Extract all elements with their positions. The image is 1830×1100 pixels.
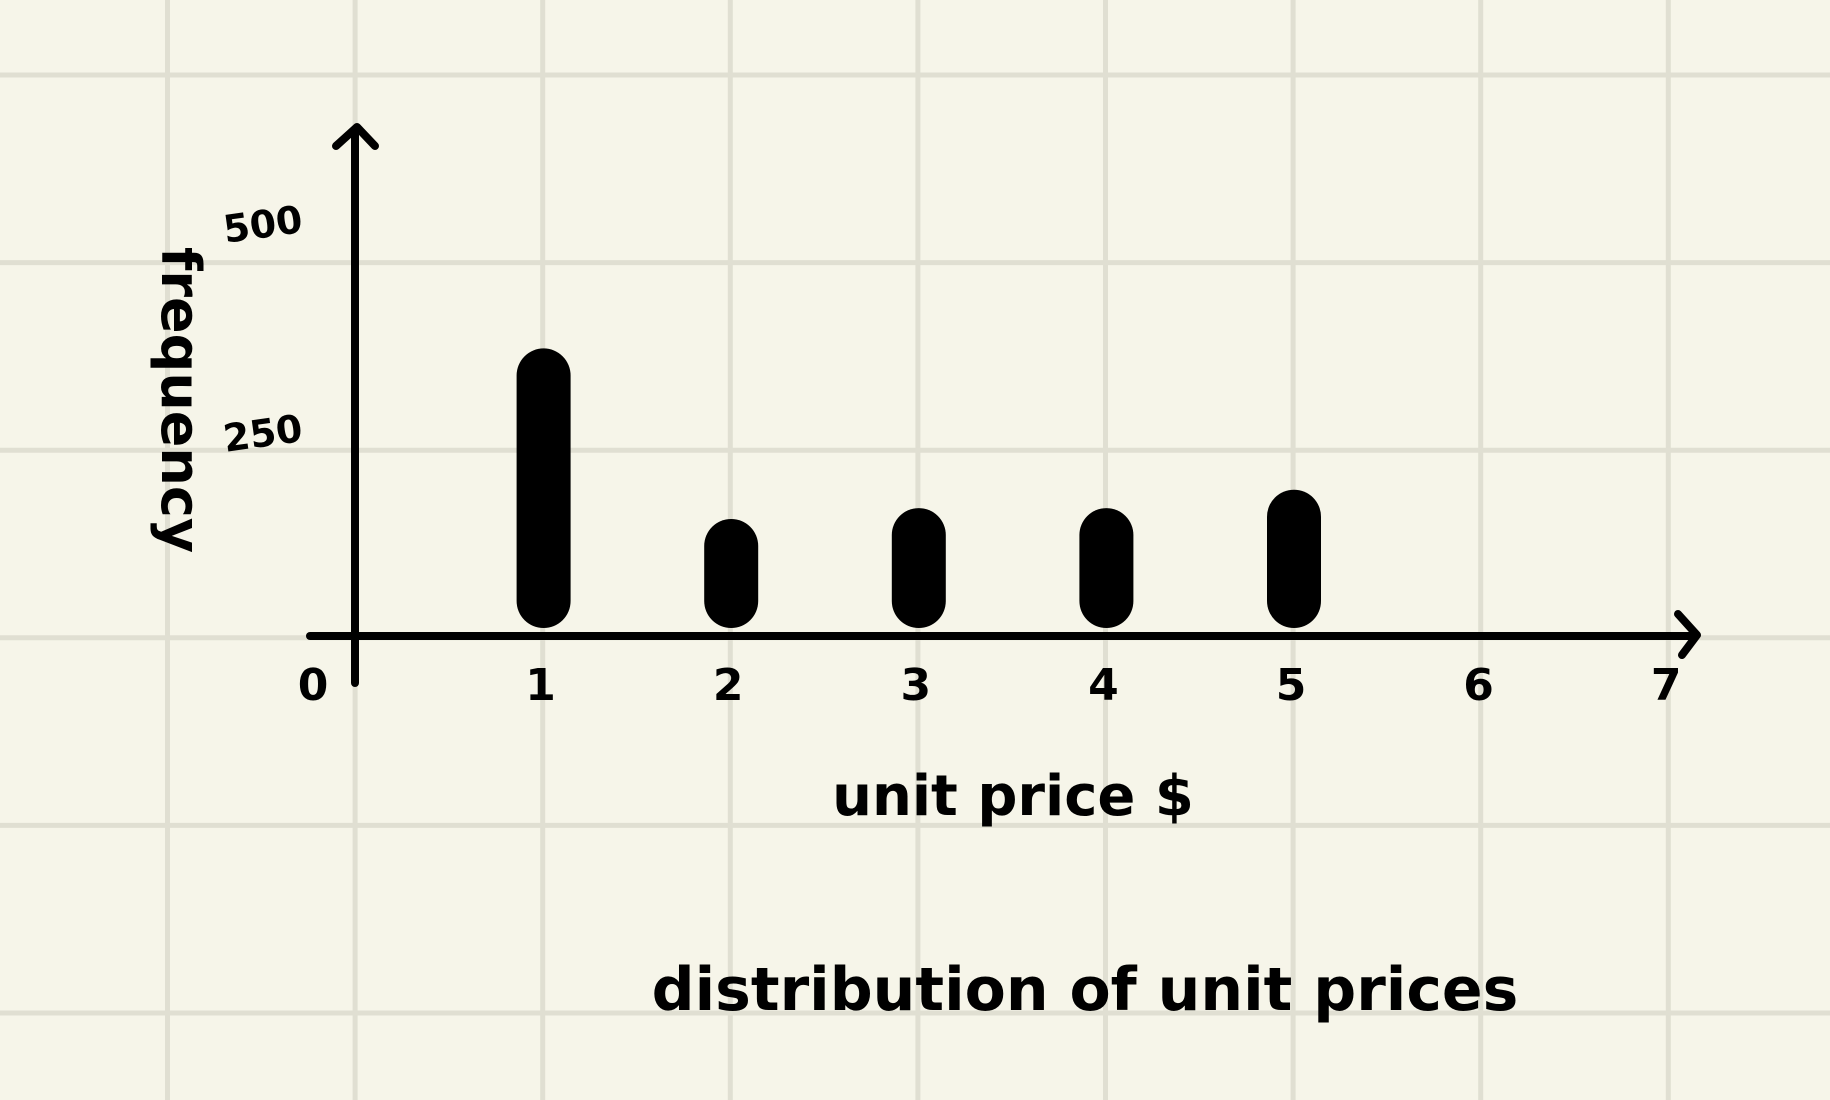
y-axis-arrow <box>332 123 379 150</box>
chart-title: distribution of unit prices <box>652 955 1519 1025</box>
bars <box>516 348 1321 628</box>
x-tick-label: 7 <box>1651 660 1682 711</box>
x-tick-label: 5 <box>1276 660 1307 711</box>
y-tick-label: 250 <box>221 406 306 461</box>
bar <box>1267 489 1321 628</box>
bar <box>704 518 759 628</box>
y-axis-label: frequency <box>149 247 212 553</box>
x-axis-arrow <box>1674 610 1701 659</box>
bar <box>516 348 571 628</box>
x-tick-label: 4 <box>1088 660 1119 711</box>
x-tick-label: 0 <box>298 660 329 711</box>
x-tick-labels: 0 1 2 3 4 5 6 7 <box>298 660 1682 711</box>
bar <box>891 508 946 628</box>
x-tick-label: 2 <box>713 660 744 711</box>
x-tick-label: 1 <box>525 660 556 711</box>
x-tick-label: 6 <box>1463 660 1494 711</box>
y-tick-labels: 250 500 <box>221 197 306 461</box>
x-axis-label: unit price $ <box>832 764 1194 829</box>
x-tick-label: 3 <box>900 660 931 711</box>
bar <box>1079 508 1134 628</box>
axes <box>306 123 1701 687</box>
y-tick-label: 500 <box>221 197 306 252</box>
